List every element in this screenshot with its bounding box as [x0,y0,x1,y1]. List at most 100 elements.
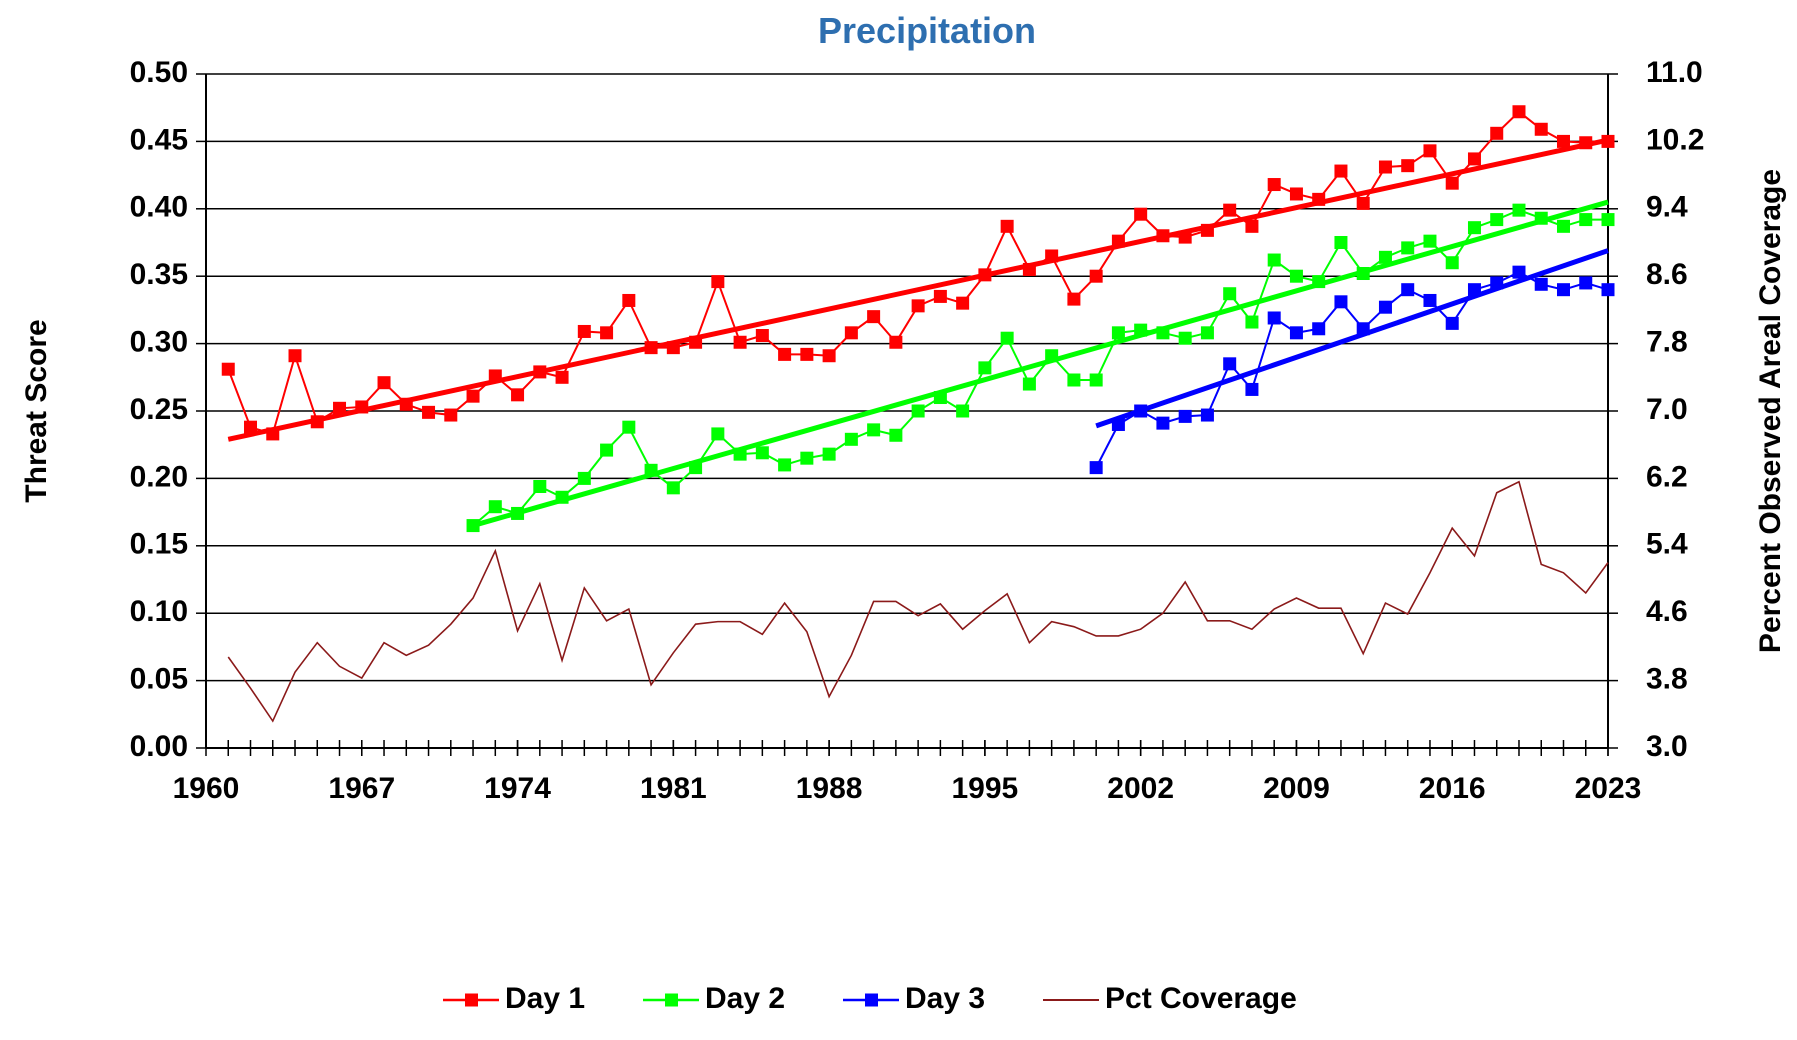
marker [1267,253,1281,267]
y-tick-label: 0.00 [130,730,188,763]
marker [1267,311,1281,325]
y-tick-label: 0.15 [130,528,188,561]
x-tick-label: 1967 [328,772,395,805]
x-tick-label: 1960 [173,772,240,805]
trend-line [472,199,1609,528]
marker [1178,331,1192,345]
marker [1223,287,1237,301]
x-tick-label: 1974 [484,772,551,805]
trend-line [227,137,1609,442]
marker [1445,176,1459,190]
y2-tick-label: 6.2 [1646,460,1688,493]
marker [1111,326,1125,340]
marker [333,401,347,415]
marker [733,335,747,349]
marker [533,479,547,493]
y2-tick-label: 3.0 [1646,730,1688,763]
marker [1445,256,1459,270]
marker [1556,283,1570,297]
marker [1289,187,1303,201]
series-line [227,110,1609,436]
x-tick-label: 1981 [640,772,707,805]
marker [755,329,769,343]
y-tick-label: 0.30 [130,326,188,359]
marker [1467,221,1481,235]
marker [1067,373,1081,387]
marker [1334,164,1348,178]
marker [1423,234,1437,248]
marker [1601,283,1615,297]
marker [1000,219,1014,233]
marker [755,446,769,460]
marker [1556,134,1570,148]
y2-tick-label: 10.2 [1646,123,1704,156]
marker [1178,409,1192,423]
marker [1000,331,1014,345]
marker [1512,105,1526,119]
marker [933,289,947,303]
y2-tick-label: 7.8 [1646,326,1688,359]
marker [1089,461,1103,475]
marker [1601,213,1615,227]
marker [466,389,480,403]
marker [377,376,391,390]
marker [577,471,591,485]
marker [1467,152,1481,166]
marker [444,408,458,422]
marker [622,420,636,434]
marker [1378,300,1392,314]
marker [844,432,858,446]
y-tick-label: 0.25 [130,393,188,426]
x-tick-label: 1995 [952,772,1019,805]
y2-tick-label: 7.0 [1646,393,1688,426]
marker [600,326,614,340]
marker [1401,241,1415,255]
marker [1423,144,1437,158]
marker [1334,236,1348,249]
marker [622,293,636,307]
marker [822,447,836,461]
marker [1401,159,1415,173]
y-tick-label: 0.50 [130,56,188,89]
marker [422,405,436,419]
marker [1445,316,1459,330]
marker [1267,178,1281,192]
marker [1089,373,1103,387]
marker [778,458,792,472]
marker [600,443,614,457]
marker [911,299,925,313]
marker [711,427,725,441]
series-line [1095,271,1609,469]
y2-tick-label: 5.4 [1646,528,1688,561]
y-axis-title: Threat Score [20,319,53,502]
marker [1512,265,1526,279]
marker [867,310,881,324]
marker [1156,416,1170,430]
marker [889,428,903,442]
x-tick-label: 2009 [1263,772,1330,805]
legend-marker [465,993,478,1007]
legend-label: Pct Coverage [1105,982,1297,1015]
marker [1423,293,1437,307]
x-tick-label: 2002 [1107,772,1174,805]
series-line [472,209,1608,527]
y-tick-label: 0.10 [130,595,188,628]
marker [1378,160,1392,174]
marker [1134,207,1148,221]
marker [1200,326,1214,340]
marker [1378,250,1392,264]
marker [822,349,836,363]
marker [1356,196,1370,210]
marker [1534,122,1548,136]
marker [1579,276,1593,290]
marker [1223,203,1237,217]
x-tick-label: 1988 [796,772,863,805]
legend-marker [665,993,678,1007]
trend-line [1095,248,1609,429]
y2-tick-label: 11.0 [1646,56,1703,89]
marker [221,362,235,376]
marker [1067,292,1081,306]
legend-marker [865,993,878,1007]
marker [1401,283,1415,297]
